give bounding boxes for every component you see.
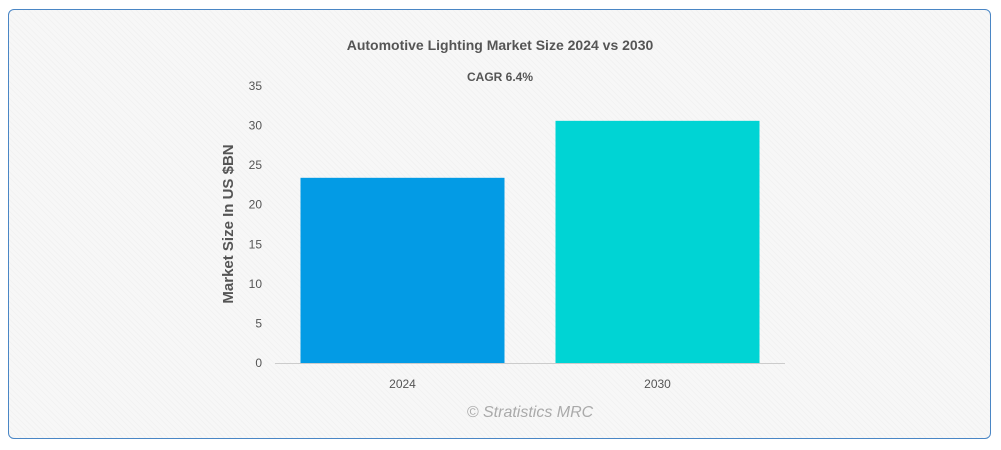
- y-tick-label: 25: [249, 158, 263, 172]
- y-axis-label: Market Size In US $BN: [220, 144, 237, 303]
- bar-2030: [555, 120, 760, 363]
- y-axis-ticks: 0 5 10 15 20 25 30 35: [249, 79, 263, 370]
- chart-subtitle: CAGR 6.4%: [467, 70, 533, 84]
- bars-group: [300, 120, 760, 363]
- bar-2024: [300, 177, 505, 363]
- y-tick-label: 15: [249, 237, 263, 251]
- y-tick-label: 30: [249, 119, 263, 133]
- x-tick-label: 2030: [644, 377, 671, 391]
- x-axis-ticks: 2024 2030: [389, 377, 671, 391]
- y-tick-label: 10: [249, 277, 263, 291]
- y-tick-label: 0: [255, 356, 262, 370]
- x-tick-label: 2024: [389, 377, 416, 391]
- y-tick-label: 20: [249, 198, 263, 212]
- y-tick-label: 5: [255, 316, 262, 330]
- chart-title: Automotive Lighting Market Size 2024 vs …: [347, 37, 654, 53]
- y-tick-label: 35: [249, 79, 263, 93]
- source-credit: © Stratistics MRC: [467, 404, 594, 421]
